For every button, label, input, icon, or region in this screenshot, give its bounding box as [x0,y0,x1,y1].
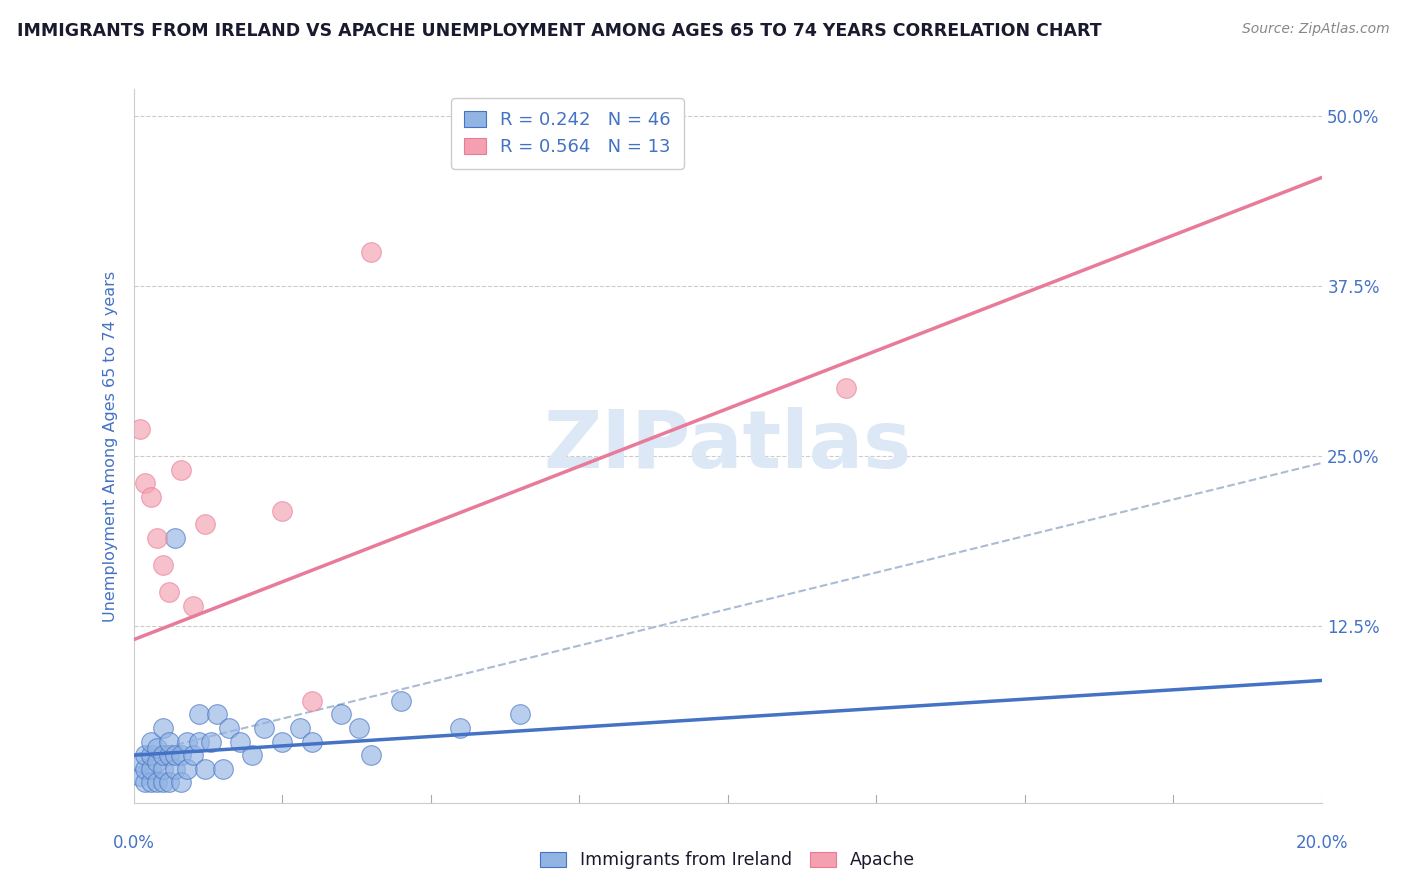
Point [141,748,163,763]
Point [229,734,252,748]
Point [170,463,193,477]
Point [181,748,204,763]
Point [128,755,150,769]
Point [152,558,174,572]
Point [128,422,150,436]
Point [134,762,156,776]
Point [253,721,276,735]
Point [181,599,204,613]
Point [301,694,323,708]
Point [176,762,198,776]
Text: ZIPatlas: ZIPatlas [544,407,911,485]
Point [152,721,174,735]
Point [360,748,382,763]
Point [157,585,180,599]
Point [157,748,180,763]
Y-axis label: Unemployment Among Ages 65 to 74 years: Unemployment Among Ages 65 to 74 years [103,270,118,622]
Point [152,775,174,789]
Point [200,734,222,748]
Point [134,748,156,763]
Text: IMMIGRANTS FROM IRELAND VS APACHE UNEMPLOYMENT AMONG AGES 65 TO 74 YEARS CORRELA: IMMIGRANTS FROM IRELAND VS APACHE UNEMPL… [17,22,1101,40]
Point [165,531,187,545]
Text: Source: ZipAtlas.com: Source: ZipAtlas.com [1241,22,1389,37]
Point [349,721,371,735]
Point [134,775,156,789]
Point [157,775,180,789]
Point [389,694,412,708]
Point [211,762,233,776]
Point [170,748,193,763]
Point [141,775,163,789]
Point [146,755,169,769]
Point [176,734,198,748]
Point [170,775,193,789]
Point [288,721,311,735]
Point [301,734,323,748]
Point [152,762,174,776]
Point [205,707,228,722]
Point [509,707,531,722]
Point [146,531,169,545]
Point [146,741,169,756]
Point [134,476,156,491]
Point [141,762,163,776]
Point [141,734,163,748]
Point [330,707,353,722]
Point [152,748,174,763]
Point [141,490,163,504]
Point [146,775,169,789]
Legend: R = 0.242   N = 46, R = 0.564   N = 13: R = 0.242 N = 46, R = 0.564 N = 13 [451,98,683,169]
Text: 0.0%: 0.0% [112,834,155,852]
Point [360,245,382,260]
Point [128,769,150,783]
Point [194,517,217,532]
Point [449,721,471,735]
Point [271,503,294,517]
Point [194,762,217,776]
Point [271,734,294,748]
Point [165,762,187,776]
Point [835,381,858,395]
Point [218,721,240,735]
Point [187,707,209,722]
Point [157,734,180,748]
Point [187,734,209,748]
Point [242,748,264,763]
Point [165,748,187,763]
Text: 20.0%: 20.0% [1295,834,1348,852]
